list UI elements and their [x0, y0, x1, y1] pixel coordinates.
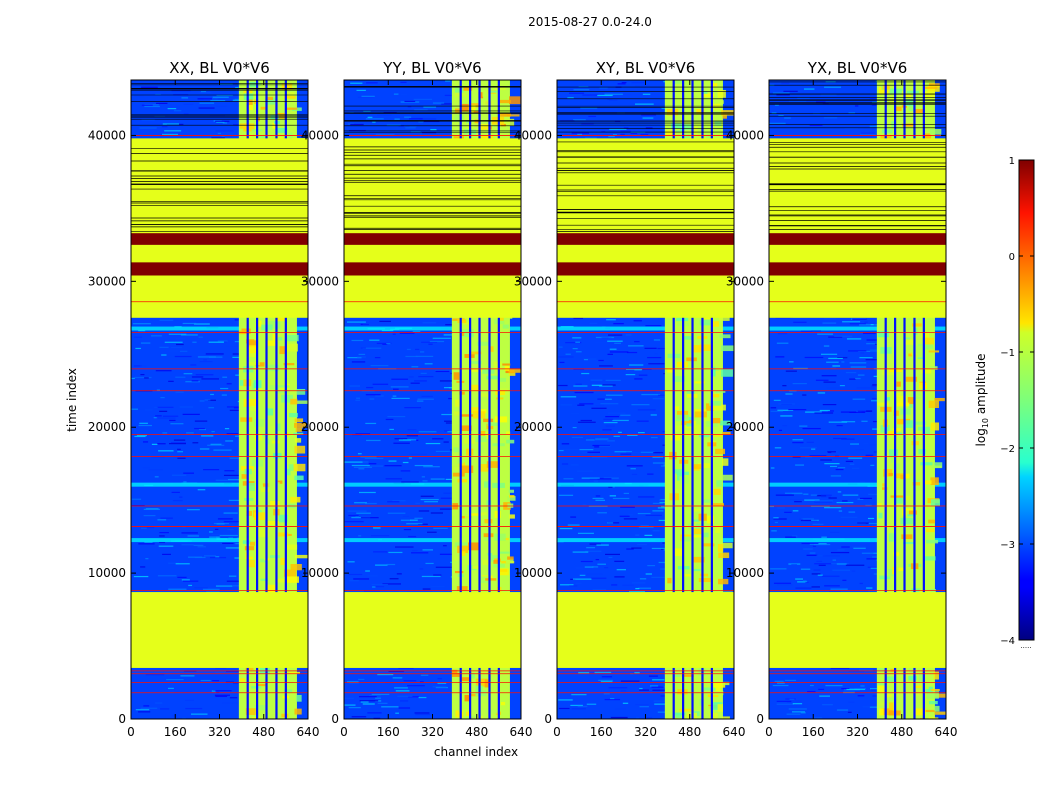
panel-title: XY, BL V0*V6	[596, 59, 696, 77]
panel-xx: 0 160 320 480 640 0 10000 20000 30000 40000 XX, BL…	[88, 59, 320, 739]
x-axis-label: channel index	[434, 745, 518, 759]
x-tick-label: 320	[846, 725, 869, 739]
panels-group: 0 160 320 480 640 0 10000 20000 30000 40000 XX, BL…	[88, 59, 958, 739]
y-tick-label: 40000	[88, 128, 126, 142]
y-tick-label: 40000	[301, 128, 339, 142]
y-tick-label: 10000	[514, 566, 552, 580]
y-tick-label: 20000	[514, 420, 552, 434]
x-tick-label: 160	[802, 725, 825, 739]
heatmap-image	[344, 80, 521, 719]
x-tick-label: 0	[553, 725, 561, 739]
panel-title: YY, BL V0*V6	[382, 59, 481, 77]
x-tick-label: 160	[377, 725, 400, 739]
x-tick-label: 160	[164, 725, 187, 739]
heatmap-image	[557, 80, 734, 719]
y-tick-label: 30000	[301, 274, 339, 288]
colorbar-label-prefix: log	[974, 428, 988, 446]
x-tick-label: 480	[252, 725, 275, 739]
panel-xy: 0 160 320 480 640 0 10000 20000 30000 40000 XY, BL…	[514, 59, 746, 739]
x-tick-label: 640	[297, 725, 320, 739]
x-tick-label: 320	[634, 725, 657, 739]
y-tick-label: 10000	[301, 566, 339, 580]
y-tick-label: 20000	[301, 420, 339, 434]
y-tick-label: 0	[331, 712, 339, 726]
panel-yy: 0 160 320 480 640 0 10000 20000 30000 40000 YY, BL…	[301, 59, 533, 739]
y-tick-label: 30000	[88, 274, 126, 288]
colorbar-tick-label: −4	[1000, 636, 1015, 647]
colorbar-label: log10 amplitude	[974, 354, 990, 447]
colorbar-tick-label: −1	[1000, 348, 1015, 359]
y-tick-label: 40000	[514, 128, 552, 142]
x-tick-label: 160	[590, 725, 613, 739]
y-tick-label: 0	[756, 712, 764, 726]
x-tick-label: 480	[465, 725, 488, 739]
hidden-marker: .....	[1020, 642, 1031, 650]
y-tick-label: 30000	[514, 274, 552, 288]
heatmap-image	[769, 80, 946, 719]
x-tick-label: 0	[340, 725, 348, 739]
colorbar-tick-label: 1	[1009, 156, 1015, 167]
colorbar-ticks: 1 0 −1 −2 −3 −4	[1000, 156, 1034, 647]
x-tick-label: 640	[935, 725, 958, 739]
y-axis-label: time index	[65, 368, 79, 432]
colorbar-tick-label: 0	[1009, 252, 1015, 263]
y-tick-label: 10000	[726, 566, 764, 580]
colorbar-tick-label: −3	[1000, 540, 1015, 551]
y-tick-label: 10000	[88, 566, 126, 580]
x-tick-label: 640	[723, 725, 746, 739]
x-tick-label: 480	[678, 725, 701, 739]
y-tick-label: 20000	[726, 420, 764, 434]
y-tick-label: 0	[544, 712, 552, 726]
panel-yx: 0 160 320 480 640 0 10000 20000 30000 40000 YX, BL…	[726, 59, 958, 739]
x-tick-label: 480	[890, 725, 913, 739]
x-tick-label: 640	[510, 725, 533, 739]
colorbar-tick-label: −2	[1000, 444, 1015, 455]
heatmap-image	[131, 80, 308, 719]
y-tick-label: 0	[118, 712, 126, 726]
figure-suptitle: 2015-08-27 0.0-24.0	[528, 15, 652, 29]
y-tick-label: 30000	[726, 274, 764, 288]
panel-title: XX, BL V0*V6	[169, 59, 270, 77]
colorbar-label-sub: 10	[981, 418, 990, 428]
colorbar: 10−1−2−3−4 log10 amplitude .....	[974, 156, 1035, 650]
colorbar-label-suffix: amplitude	[974, 354, 988, 418]
x-tick-label: 320	[208, 725, 231, 739]
x-tick-label: 320	[421, 725, 444, 739]
x-tick-label: 0	[765, 725, 773, 739]
colorbar-gradient	[1018, 159, 1035, 641]
y-tick-label: 20000	[88, 420, 126, 434]
x-tick-label: 0	[127, 725, 135, 739]
panel-title: YX, BL V0*V6	[807, 59, 908, 77]
y-tick-label: 40000	[726, 128, 764, 142]
